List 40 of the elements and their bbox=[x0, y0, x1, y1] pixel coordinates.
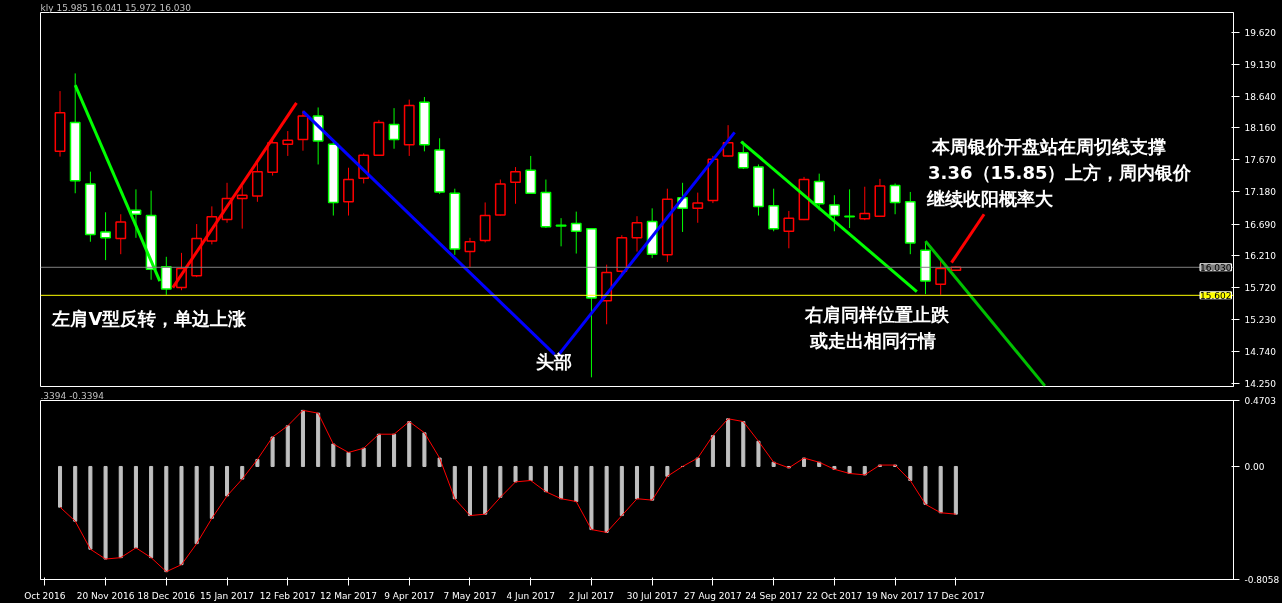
y-tick-label: 18.160 bbox=[1244, 123, 1277, 134]
y-tick-label: 0.00 bbox=[1244, 461, 1265, 472]
x-tick-label: 7 May 2017 bbox=[443, 590, 497, 601]
x-tick-label: 2 Jul 2017 bbox=[568, 590, 615, 601]
x-tick-label: 27 Aug 2017 bbox=[684, 590, 742, 601]
chart-title: kly 15.985 16.041 15.972 16.030 bbox=[40, 2, 192, 13]
x-tick-label: 24 Sep 2017 bbox=[745, 590, 803, 601]
y-tick-label: 19.130 bbox=[1244, 59, 1277, 70]
x-tick-label: 17 Dec 2017 bbox=[927, 590, 985, 601]
x-tick-label: 19 Nov 2017 bbox=[866, 590, 924, 601]
x-tick-label: 20 Nov 2016 bbox=[76, 590, 135, 601]
y-tick-label: -0.8058 bbox=[1244, 575, 1280, 585]
y-tick-label: 18.640 bbox=[1244, 91, 1277, 102]
y-tick-label: 14.740 bbox=[1244, 347, 1277, 358]
annotation: 继续收阳概率大 bbox=[925, 188, 1054, 210]
annotation: 左肩V型反转，单边上涨 bbox=[51, 307, 248, 329]
annotation: 3.36（15.85）上方，周内银价 bbox=[928, 162, 1193, 184]
y-tick-label: 16.210 bbox=[1244, 251, 1277, 261]
y-tick-label: 17.670 bbox=[1244, 155, 1277, 166]
annotation: 头部 bbox=[535, 350, 572, 372]
y-tick-label: 14.250 bbox=[1244, 379, 1277, 390]
x-tick-label: 4 Jun 2017 bbox=[506, 590, 555, 601]
y-tick-label: 15.720 bbox=[1244, 283, 1277, 294]
y-tick-label: 0.4703 bbox=[1244, 396, 1276, 406]
y-tick-label: 19.620 bbox=[1244, 27, 1277, 38]
annotation: 本周银价开盘站在周切线支撑 bbox=[930, 135, 1166, 157]
x-tick-label: 18 Dec 2016 bbox=[137, 590, 196, 601]
annotation: 右肩同样位置止跌 bbox=[804, 304, 951, 326]
chart-title: .3394 -0.3394 bbox=[40, 390, 105, 401]
x-tick-label: 12 Feb 2017 bbox=[259, 590, 316, 601]
y-tick-label: 17.180 bbox=[1244, 187, 1277, 198]
annotation: 或走出相同行情 bbox=[808, 330, 936, 352]
x-tick-label: 12 Mar 2017 bbox=[319, 590, 378, 601]
x-tick-label: 30 Jul 2017 bbox=[626, 590, 678, 601]
x-tick-label: Oct 2016 bbox=[24, 590, 66, 601]
y-tick-label: 15.230 bbox=[1244, 315, 1277, 326]
x-tick-label: 15 Jan 2017 bbox=[200, 590, 255, 601]
y-tick-label: 16.690 bbox=[1244, 219, 1277, 230]
x-tick-label: 22 Oct 2017 bbox=[806, 590, 863, 601]
x-tick-label: 9 Apr 2017 bbox=[384, 590, 435, 601]
